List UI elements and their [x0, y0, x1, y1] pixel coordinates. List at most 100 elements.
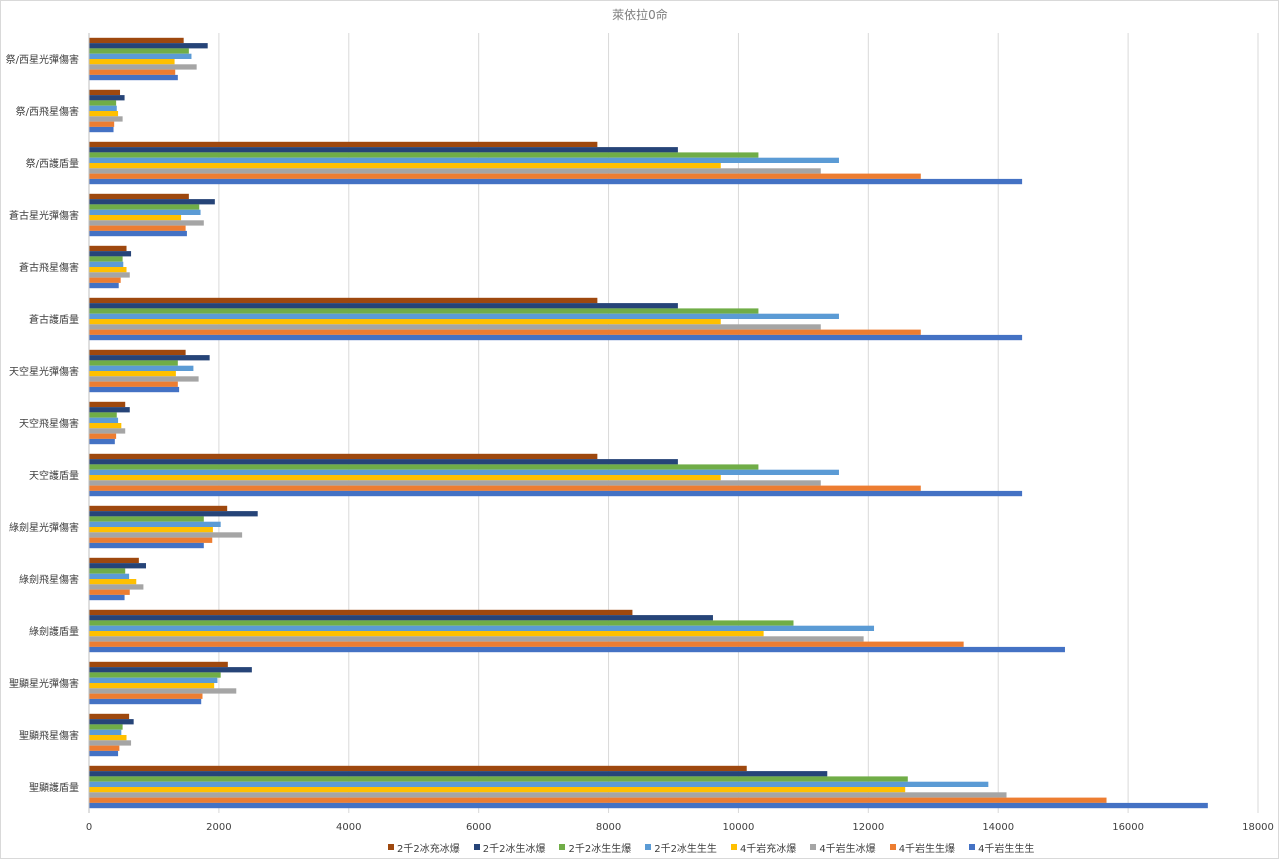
bar — [89, 365, 194, 371]
bar — [89, 116, 123, 122]
bar — [89, 193, 189, 200]
bar — [89, 672, 221, 678]
bar — [89, 303, 678, 309]
bar — [89, 469, 839, 475]
bar — [89, 428, 126, 434]
legend-swatch — [969, 844, 976, 850]
bar — [89, 89, 121, 96]
bar — [89, 178, 1023, 185]
bar — [89, 230, 187, 237]
bar — [89, 636, 864, 642]
bar — [89, 423, 122, 429]
bar — [89, 401, 126, 408]
category-label: 聖顯飛星傷害 — [19, 729, 79, 742]
x-tick-label: 6000 — [466, 822, 491, 833]
bar — [89, 111, 119, 117]
bar — [89, 319, 721, 325]
bar — [89, 64, 197, 70]
bar — [89, 511, 258, 517]
bar — [89, 713, 130, 720]
bar — [89, 724, 123, 730]
category-label: 綠劍星光彈傷害 — [9, 521, 79, 534]
bar — [89, 631, 764, 637]
bar — [89, 485, 921, 491]
bar — [89, 750, 119, 757]
bar — [89, 433, 117, 439]
bar — [89, 765, 747, 772]
legend-label: 4千岩生生爆 — [898, 843, 956, 855]
category-label: 天空飛星傷害 — [19, 417, 79, 430]
bar — [89, 37, 184, 44]
legend-label: 2千2冰生生生 — [654, 843, 717, 855]
bar — [89, 745, 120, 751]
x-tick-labels: 0 2000 4000 6000 8000 10000 12000 14000 16000 180… — [86, 822, 1274, 833]
x-tick-label: 16000 — [1112, 822, 1144, 833]
bar — [89, 251, 132, 257]
legend-label: 2千2冰生生爆 — [568, 843, 632, 855]
bar — [89, 740, 132, 746]
bar — [89, 797, 1107, 803]
bar — [89, 199, 215, 205]
bar — [89, 173, 921, 179]
bar — [89, 215, 182, 221]
bar — [89, 693, 203, 699]
bar — [89, 438, 115, 445]
bar — [89, 475, 721, 481]
legend-item: 2千2冰生生生 — [645, 839, 717, 855]
legend-item: 4千岩生生爆 — [889, 839, 956, 855]
bar — [89, 147, 678, 153]
bar — [89, 95, 125, 101]
bar — [89, 802, 1208, 809]
bar — [89, 594, 125, 601]
legend-swatch — [473, 844, 480, 850]
bar — [89, 688, 237, 694]
bar — [89, 771, 828, 777]
bar — [89, 349, 186, 356]
bar — [89, 729, 122, 735]
bar — [89, 105, 117, 111]
legend-swatch — [388, 844, 394, 850]
bar — [89, 225, 186, 231]
bar — [89, 381, 178, 387]
bar — [89, 677, 218, 683]
chart-title: 萊依拉0命 — [612, 8, 668, 22]
bar — [89, 407, 130, 413]
bar — [89, 667, 252, 673]
bar — [89, 641, 964, 647]
category-label: 蒼古星光彈傷害 — [9, 209, 79, 222]
bar — [89, 683, 215, 689]
category-label: 綠劍飛星傷害 — [19, 573, 79, 586]
category-labels: 祭/西星光彈傷害祭/西飛星傷害祭/西護盾量蒼古星光彈傷害蒼古飛星傷害蒼古護盾量天… — [6, 53, 79, 794]
x-tick-label: 0 — [86, 822, 92, 833]
bar — [89, 505, 228, 512]
bar — [89, 661, 228, 668]
bar — [89, 360, 178, 366]
bar — [89, 459, 678, 465]
bar — [89, 584, 144, 590]
bar — [89, 735, 127, 741]
bar — [89, 589, 130, 595]
bar — [89, 157, 839, 163]
legend-label: 2千2冰生冰爆 — [482, 843, 546, 855]
bar — [89, 329, 921, 335]
category-label: 聖顯星光彈傷害 — [9, 677, 79, 690]
bar — [89, 48, 189, 54]
bar — [89, 308, 759, 314]
bar — [89, 490, 1023, 497]
bar — [89, 781, 989, 787]
bar — [89, 69, 176, 75]
bar — [89, 609, 633, 616]
bar — [89, 324, 821, 330]
bar — [89, 355, 210, 361]
legend-swatch — [645, 844, 652, 850]
legend-item: 2千2冰生生爆 — [559, 839, 631, 855]
legend: 2千2冰充冰爆 2千2冰生冰爆 2千2冰生生爆 2千2冰生生生 4千岩充冰爆 4千岩生冰爆… — [388, 839, 1034, 855]
bar — [89, 334, 1023, 341]
bar — [89, 152, 759, 158]
bar — [89, 521, 221, 527]
legend-item: 2千2冰生冰爆 — [473, 839, 546, 855]
category-label: 祭/西護盾量 — [26, 157, 79, 170]
bar — [89, 532, 243, 538]
bar — [89, 453, 598, 460]
category-label: 天空星光彈傷害 — [9, 365, 79, 378]
